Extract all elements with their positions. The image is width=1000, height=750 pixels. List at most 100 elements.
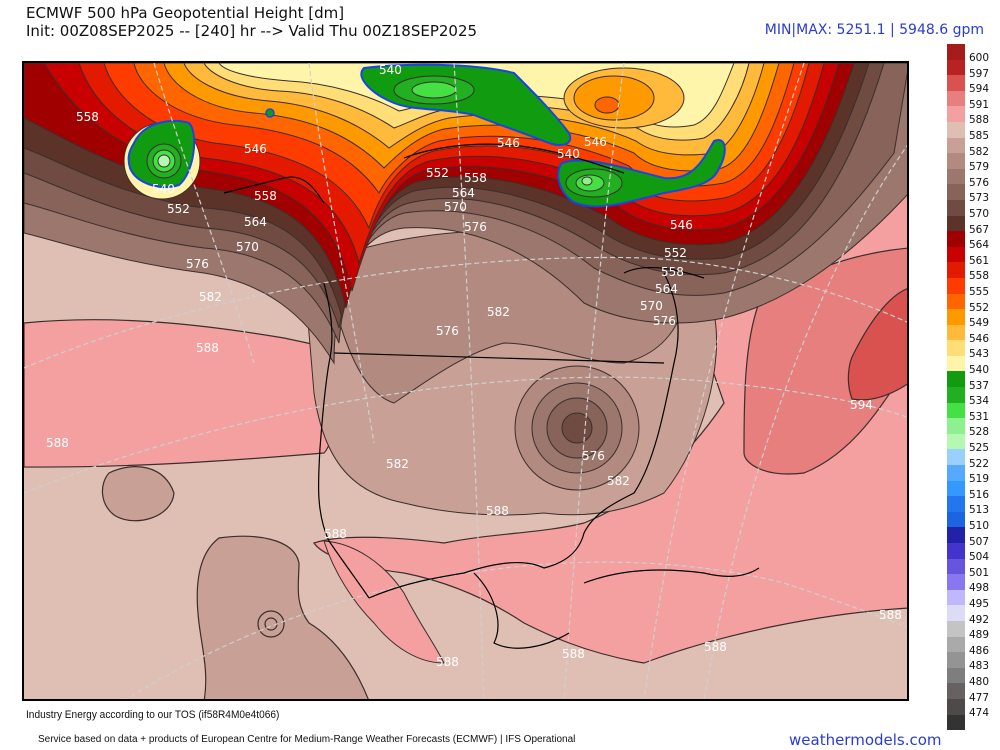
colorbar-tick-label: 513: [969, 504, 990, 517]
colorbar-tick-label: 600: [969, 52, 990, 64]
contour-label: 546: [244, 142, 267, 156]
colorbar-tick-label: 579: [969, 161, 990, 174]
colorbar-tick-label: 483: [969, 660, 990, 673]
colorbar-swatch: [947, 121, 965, 138]
colorbar-tick-label: 546: [969, 332, 990, 345]
colorbar-tick-label: 486: [969, 644, 990, 657]
colorbar-swatch: [947, 215, 965, 232]
colorbar-tick-label: 582: [969, 145, 990, 158]
colorbar-tick-label: 543: [969, 348, 990, 361]
colorbar-swatch: [947, 714, 965, 731]
colorbar-swatch: [947, 620, 965, 637]
colorbar-swatch: [947, 496, 965, 512]
contour-label: 564: [244, 215, 267, 229]
contour-label: 582: [386, 457, 409, 471]
title-line-2: Init: 00Z08SEP2025 -- [240] hr --> Valid…: [26, 22, 478, 40]
contour-label: 552: [167, 202, 190, 216]
service-attribution: Service based on data + products of Euro…: [38, 734, 576, 745]
contour-label: 540: [152, 182, 175, 196]
colorbar-swatch: [947, 418, 965, 434]
contour-labels: 5585405525465585645705765825885885405465…: [46, 63, 902, 669]
atlantic-ridge-594: [847, 288, 907, 401]
colorbar-tick-label: 531: [969, 410, 990, 423]
colorbar-tick-label: 558: [969, 270, 990, 283]
tos-notice: Industry Energy according to our TOS (if…: [26, 709, 280, 721]
contour-label: 546: [584, 135, 607, 149]
contour-label: 558: [661, 265, 684, 279]
colorbar-swatch: [947, 184, 965, 200]
contour-label: 582: [199, 290, 222, 304]
contour-label: 588: [436, 655, 459, 669]
colorbar-swatch: [947, 683, 965, 699]
pacific-ridge-588: [24, 319, 355, 468]
colorbar-swatch: [947, 153, 965, 169]
colorbar-tick-label: 534: [969, 395, 990, 408]
colorbar-swatch: [947, 652, 965, 668]
colorbar-swatch: [947, 137, 965, 154]
contour-label: 588: [879, 608, 902, 622]
colorbar-tick-label: 474: [969, 707, 990, 720]
contour-label: 588: [562, 647, 585, 661]
map-panel[interactable]: 558 540 552 546 558 564 570 576 582 588 588 540 546 5…: [22, 61, 909, 701]
colorbar-swatch: [947, 324, 965, 341]
colorbar-swatch: [947, 433, 965, 450]
colorbar-tick-label: 519: [969, 473, 990, 486]
contour-label: 576: [582, 449, 605, 463]
colorbar-swatch: [947, 698, 965, 715]
colorbar-tick-label: 489: [969, 629, 990, 642]
colorbar-tick-label: 507: [969, 535, 990, 548]
colorbar-tick-label: 477: [969, 691, 990, 704]
contour-label: 570: [444, 200, 467, 214]
colorbar-tick-label: 588: [969, 114, 990, 127]
colorbar-swatch: [947, 636, 965, 653]
colorbar-tick-label: 537: [969, 379, 990, 392]
contour-label: 582: [487, 305, 510, 319]
colorbar-swatch: [947, 667, 965, 684]
colorbar-tick-label: 585: [969, 130, 990, 142]
colorbar-tick-label: 576: [969, 176, 990, 189]
colorbar-tick-label: 492: [969, 613, 990, 626]
colorbar-tick-label: 597: [969, 67, 990, 80]
colorbar-tick-label: 501: [969, 566, 990, 579]
title-line-1: ECMWF 500 hPa Geopotential Height [dm]: [26, 4, 345, 22]
colorbar-swatch: [947, 293, 965, 310]
colorbar-tick-label: 522: [969, 457, 990, 470]
colorbar-swatch: [947, 262, 965, 278]
min-max-readout: MIN|MAX: 5251.1 | 5948.6 gpm: [764, 22, 984, 38]
contour-label: 576: [653, 314, 676, 328]
colorbar-tick-label: 510: [969, 520, 990, 532]
colorbar-tick-label: 570: [969, 208, 990, 220]
contour-label: 582: [607, 474, 630, 488]
colorbar: [947, 44, 965, 731]
colorbar-tick-label: 552: [969, 301, 990, 314]
colorbar-swatch: [947, 574, 965, 590]
colorbar-tick-label: 516: [969, 488, 990, 501]
colorbar-swatch: [947, 480, 965, 497]
colorbar-swatch: [947, 387, 965, 403]
contour-label: 576: [464, 220, 487, 234]
colorbar-tick-label: 480: [969, 676, 990, 688]
colorbar-tick-label: 591: [969, 98, 990, 111]
geopotential-map: 5585405525465585645705765825885885405465…: [24, 63, 907, 699]
coastlines: [223, 143, 760, 649]
colorbar-swatch: [947, 309, 965, 325]
colorbar-swatch: [947, 44, 965, 60]
contour-label: 594: [850, 398, 873, 412]
brand-link[interactable]: weathermodels.com: [789, 731, 942, 749]
colorbar-tick-label: 495: [969, 598, 990, 610]
colorbar-tick-label: 504: [969, 551, 990, 564]
mexico-ridge-588: [323, 540, 445, 664]
colorbar-swatch: [947, 277, 965, 294]
chart-title: ECMWF 500 hPa Geopotential Height [dm] In…: [26, 4, 477, 40]
contour-label: 552: [664, 246, 687, 260]
colorbar-swatch: [947, 449, 965, 466]
contour-label: 576: [436, 324, 459, 338]
contour-label: 588: [46, 436, 69, 450]
colorbar-swatch: [947, 371, 965, 388]
pacific-small-low: [101, 466, 175, 522]
contour-label: 564: [452, 186, 475, 200]
colorbar-swatch: [947, 527, 965, 543]
atlantic-ridge-591: [743, 247, 907, 475]
contour-label: 558: [76, 110, 99, 124]
contour-label: 546: [497, 136, 520, 150]
